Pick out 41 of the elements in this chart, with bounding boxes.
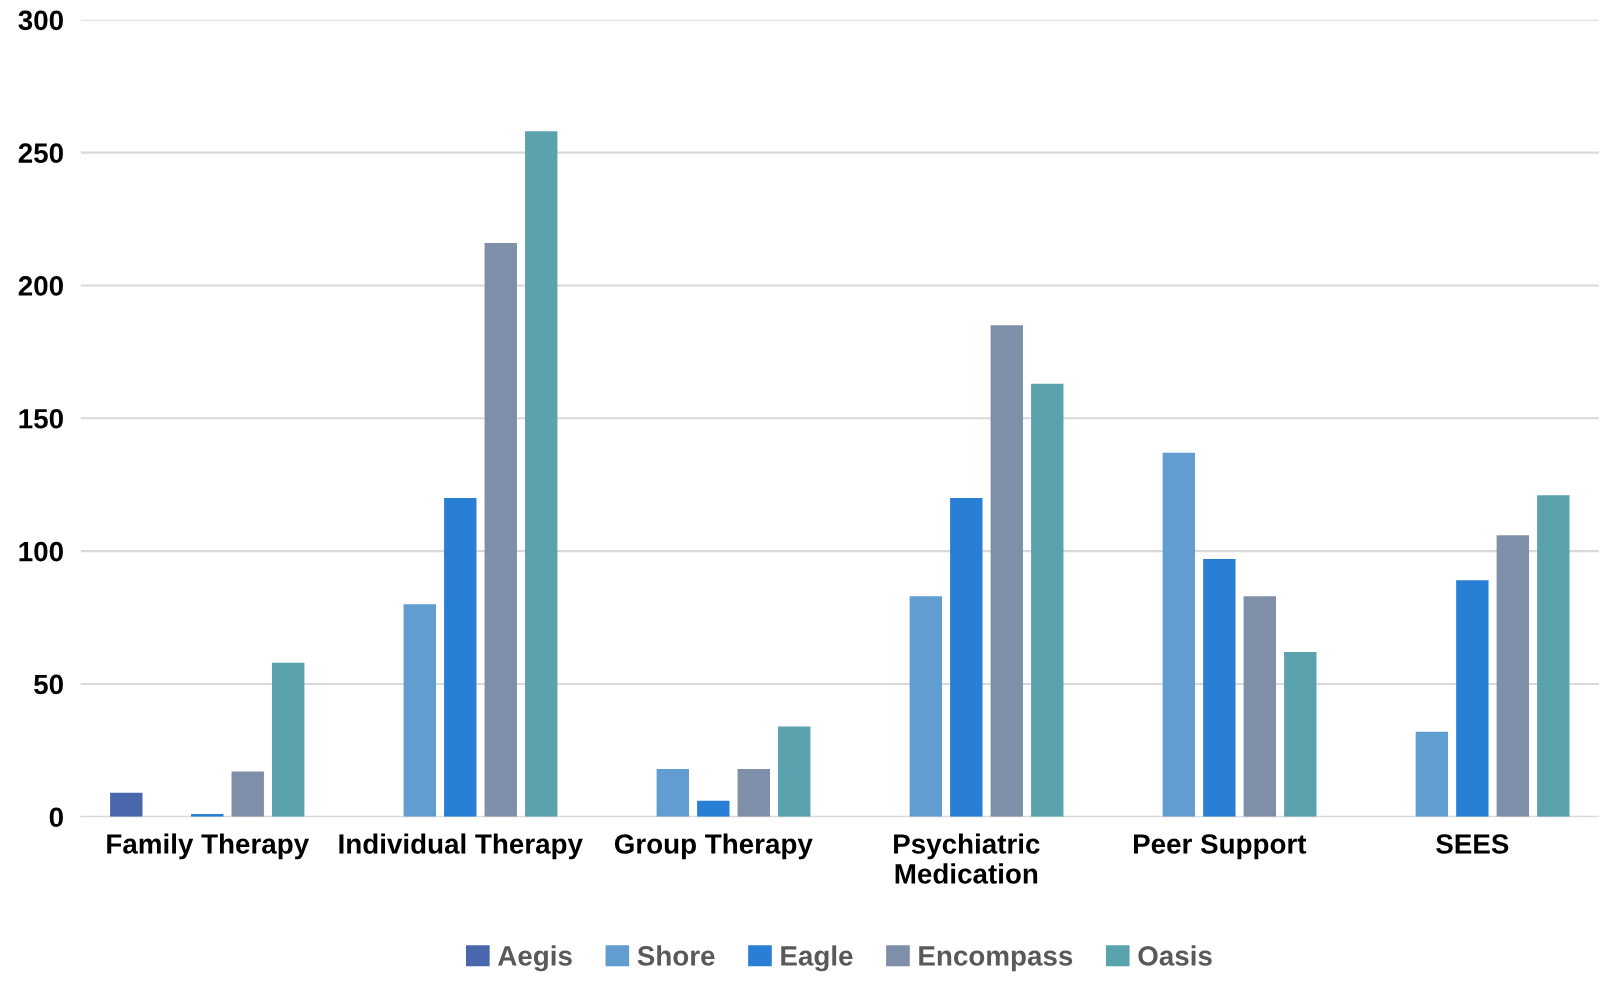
bar xyxy=(778,726,811,817)
y-tick-label: 250 xyxy=(18,143,63,163)
x-tick-label: Psychiatric Medication xyxy=(894,833,1040,884)
x-tick-label: Peer Support xyxy=(1133,834,1307,860)
x-tick-label: Group Therapy xyxy=(614,833,813,860)
legend-label: Eagle xyxy=(781,945,853,972)
y-tick-label: 150 xyxy=(19,408,63,429)
bar xyxy=(110,792,143,817)
y-tick-label: 0 xyxy=(49,807,63,828)
bar xyxy=(444,497,477,817)
y-tick-label: 300 xyxy=(18,10,63,31)
bar xyxy=(403,604,436,817)
y-tick-label: 100 xyxy=(19,541,63,562)
bar xyxy=(1415,731,1449,817)
legend-label: Oasis xyxy=(1138,945,1212,966)
bar xyxy=(909,596,943,817)
bar xyxy=(525,131,558,817)
bar xyxy=(1284,652,1317,817)
bar xyxy=(272,662,305,817)
bar xyxy=(950,497,983,817)
bar xyxy=(1243,596,1276,817)
bar xyxy=(990,325,1023,817)
bar xyxy=(1203,559,1236,817)
legend-label: Aegis xyxy=(497,945,572,972)
bar xyxy=(1031,383,1064,817)
bar xyxy=(656,768,689,817)
bar xyxy=(231,771,264,817)
bar xyxy=(1456,580,1489,817)
x-tick-label: Family Therapy xyxy=(107,833,309,860)
bar xyxy=(484,242,517,817)
y-tick-label: 50 xyxy=(34,674,63,695)
bar xyxy=(1496,535,1530,817)
x-tick-label: Individual Therapy xyxy=(339,833,583,860)
x-tick-label: SEES xyxy=(1436,834,1509,854)
bar xyxy=(737,768,770,817)
legend-label: Shore xyxy=(637,945,715,966)
bar xyxy=(1537,495,1570,817)
bar xyxy=(1162,452,1196,817)
y-tick-label: 200 xyxy=(18,276,63,296)
legend-label: Encompass xyxy=(919,946,1073,972)
bar xyxy=(697,800,730,817)
